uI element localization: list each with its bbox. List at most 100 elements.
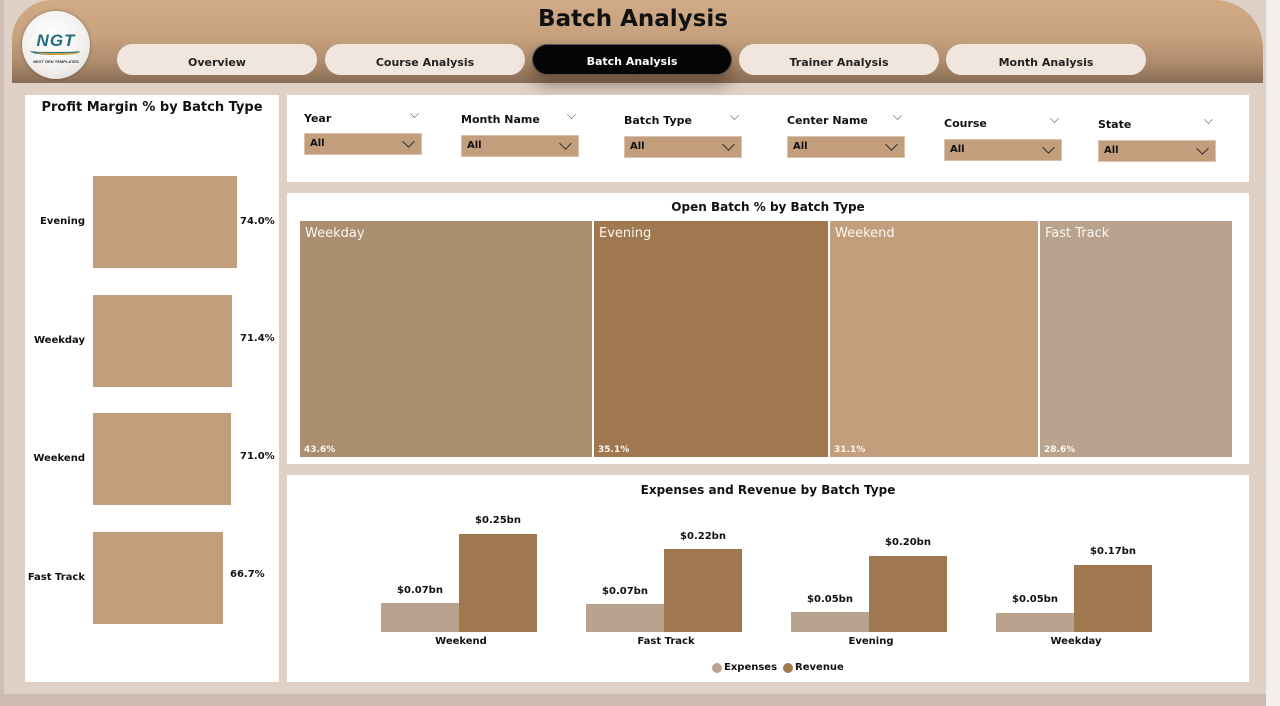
chart-title: Open Batch % by Batch Type [671, 200, 865, 214]
chevron-down-icon[interactable] [567, 110, 576, 119]
legend-dot-icon [712, 662, 722, 673]
logo-text: NGT [36, 31, 76, 50]
tile-category: Evening [599, 226, 652, 241]
expenses-value: $0.05bn [1012, 594, 1058, 605]
slicer-course: Course All [944, 95, 1064, 182]
course-dropdown[interactable]: All [944, 139, 1062, 161]
legend-label: Revenue [795, 662, 844, 673]
revenue-bar[interactable] [1074, 565, 1152, 632]
slicer-batch-type: Batch Type All [624, 95, 744, 182]
chevron-down-icon [402, 135, 415, 148]
chart-legend: Expenses Revenue [712, 662, 846, 673]
bar-category: Fast Track [27, 572, 85, 583]
revenue-bar[interactable] [664, 549, 742, 632]
slicer-year: Year All [304, 95, 424, 182]
chevron-down-icon[interactable] [1050, 114, 1059, 123]
dropdown-value: All [310, 138, 325, 149]
expenses-value: $0.07bn [397, 585, 443, 596]
center-name-dropdown[interactable]: All [787, 136, 905, 158]
page-title: Batch Analysis [538, 6, 728, 32]
column-group-weekday: $0.05bn $0.17bn Weekday [996, 475, 1156, 682]
slicer-state: State All [1098, 95, 1218, 182]
expenses-value: $0.07bn [602, 586, 648, 597]
bar[interactable] [93, 295, 232, 387]
chevron-down-icon[interactable] [730, 111, 739, 120]
year-dropdown[interactable]: All [304, 133, 422, 155]
tile-value: 43.6% [304, 445, 336, 455]
revenue-bar[interactable] [869, 556, 947, 632]
open-batch-treemap: Open Batch % by Batch Type Weekday 43.6%… [287, 193, 1249, 464]
tab-month-analysis[interactable]: Month Analysis [946, 44, 1146, 75]
chevron-down-icon [1042, 141, 1055, 154]
bar-value: 71.0% [240, 451, 275, 462]
column-group-weekend: $0.07bn $0.25bn Weekend [381, 475, 541, 682]
chart-title: Expenses and Revenue by Batch Type [640, 483, 896, 497]
bar-value: 74.0% [240, 216, 275, 227]
state-dropdown[interactable]: All [1098, 140, 1216, 162]
treemap-tile-weekend[interactable]: Weekend 31.1% [830, 221, 1038, 457]
chevron-down-icon[interactable] [1204, 115, 1213, 124]
treemap-tile-fast-track[interactable]: Fast Track 28.6% [1040, 221, 1232, 457]
tile-category: Weekday [305, 226, 365, 241]
tab-course-analysis[interactable]: Course Analysis [325, 44, 525, 75]
revenue-value: $0.20bn [885, 537, 931, 548]
bar-category: Weekend [33, 453, 85, 464]
slicer-label: Month Name [461, 113, 540, 126]
legend-dot-icon [783, 662, 794, 673]
category-label: Weekend [435, 636, 487, 647]
chevron-down-icon [559, 137, 572, 150]
chart-title: Profit Margin % by Batch Type [41, 100, 263, 115]
tab-overview[interactable]: Overview [117, 44, 317, 75]
logo-subtitle: NEXT GEN TEMPLATES [33, 59, 79, 64]
month-name-dropdown[interactable]: All [461, 135, 579, 157]
bar[interactable] [93, 532, 223, 624]
legend-item-revenue[interactable]: Revenue [783, 662, 844, 673]
filter-panel: Year All Month Name All Batch Type All C… [287, 95, 1249, 182]
dropdown-value: All [793, 141, 808, 152]
expenses-bar[interactable] [996, 613, 1074, 632]
tile-value: 31.1% [834, 445, 866, 455]
ngt-logo: NGT NEXT GEN TEMPLATES [22, 11, 90, 79]
chevron-down-icon[interactable] [410, 109, 419, 118]
dropdown-value: All [1104, 145, 1119, 156]
bar-row: Weekend 71.0% [25, 413, 279, 505]
tab-batch-analysis[interactable]: Batch Analysis [532, 44, 732, 75]
bar-value: 71.4% [240, 333, 275, 344]
expenses-bar[interactable] [791, 612, 869, 632]
slicer-month-name: Month Name All [461, 95, 581, 182]
chevron-down-icon [1196, 142, 1209, 155]
chevron-down-icon[interactable] [893, 111, 902, 120]
batch-type-dropdown[interactable]: All [624, 136, 742, 158]
dropdown-value: All [467, 140, 482, 151]
slicer-label: Course [944, 117, 987, 130]
bar-row: Evening 74.0% [25, 176, 279, 268]
slicer-label: Year [304, 112, 332, 125]
category-label: Weekday [1050, 636, 1102, 647]
legend-item-expenses[interactable]: Expenses [712, 662, 777, 673]
bar-row: Weekday 71.4% [25, 295, 279, 387]
tile-category: Fast Track [1045, 226, 1110, 241]
revenue-value: $0.17bn [1090, 546, 1136, 557]
tab-trainer-analysis[interactable]: Trainer Analysis [739, 44, 939, 75]
treemap-tile-evening[interactable]: Evening 35.1% [594, 221, 828, 457]
bar-category: Evening [40, 216, 85, 227]
expenses-bar[interactable] [586, 604, 664, 632]
revenue-value: $0.25bn [475, 515, 521, 526]
treemap-tile-weekday[interactable]: Weekday 43.6% [300, 221, 592, 457]
expenses-revenue-chart: Expenses and Revenue by Batch Type $0.07… [287, 475, 1249, 682]
slicer-center-name: Center Name All [787, 95, 907, 182]
slicer-label: State [1098, 118, 1132, 131]
category-label: Evening [848, 636, 894, 647]
bar[interactable] [93, 176, 237, 268]
logo-swoosh-accent-icon [36, 49, 80, 55]
profit-margin-chart: Profit Margin % by Batch Type Evening 74… [25, 95, 279, 682]
slicer-label: Center Name [787, 114, 868, 127]
tile-value: 35.1% [598, 445, 630, 455]
expenses-bar[interactable] [381, 603, 459, 632]
bar-row: Fast Track 66.7% [25, 532, 279, 624]
column-group-evening: $0.05bn $0.20bn Evening [791, 475, 951, 682]
bar[interactable] [93, 413, 231, 505]
revenue-bar[interactable] [459, 534, 537, 632]
dropdown-value: All [950, 144, 965, 155]
bottom-band [0, 694, 1266, 706]
